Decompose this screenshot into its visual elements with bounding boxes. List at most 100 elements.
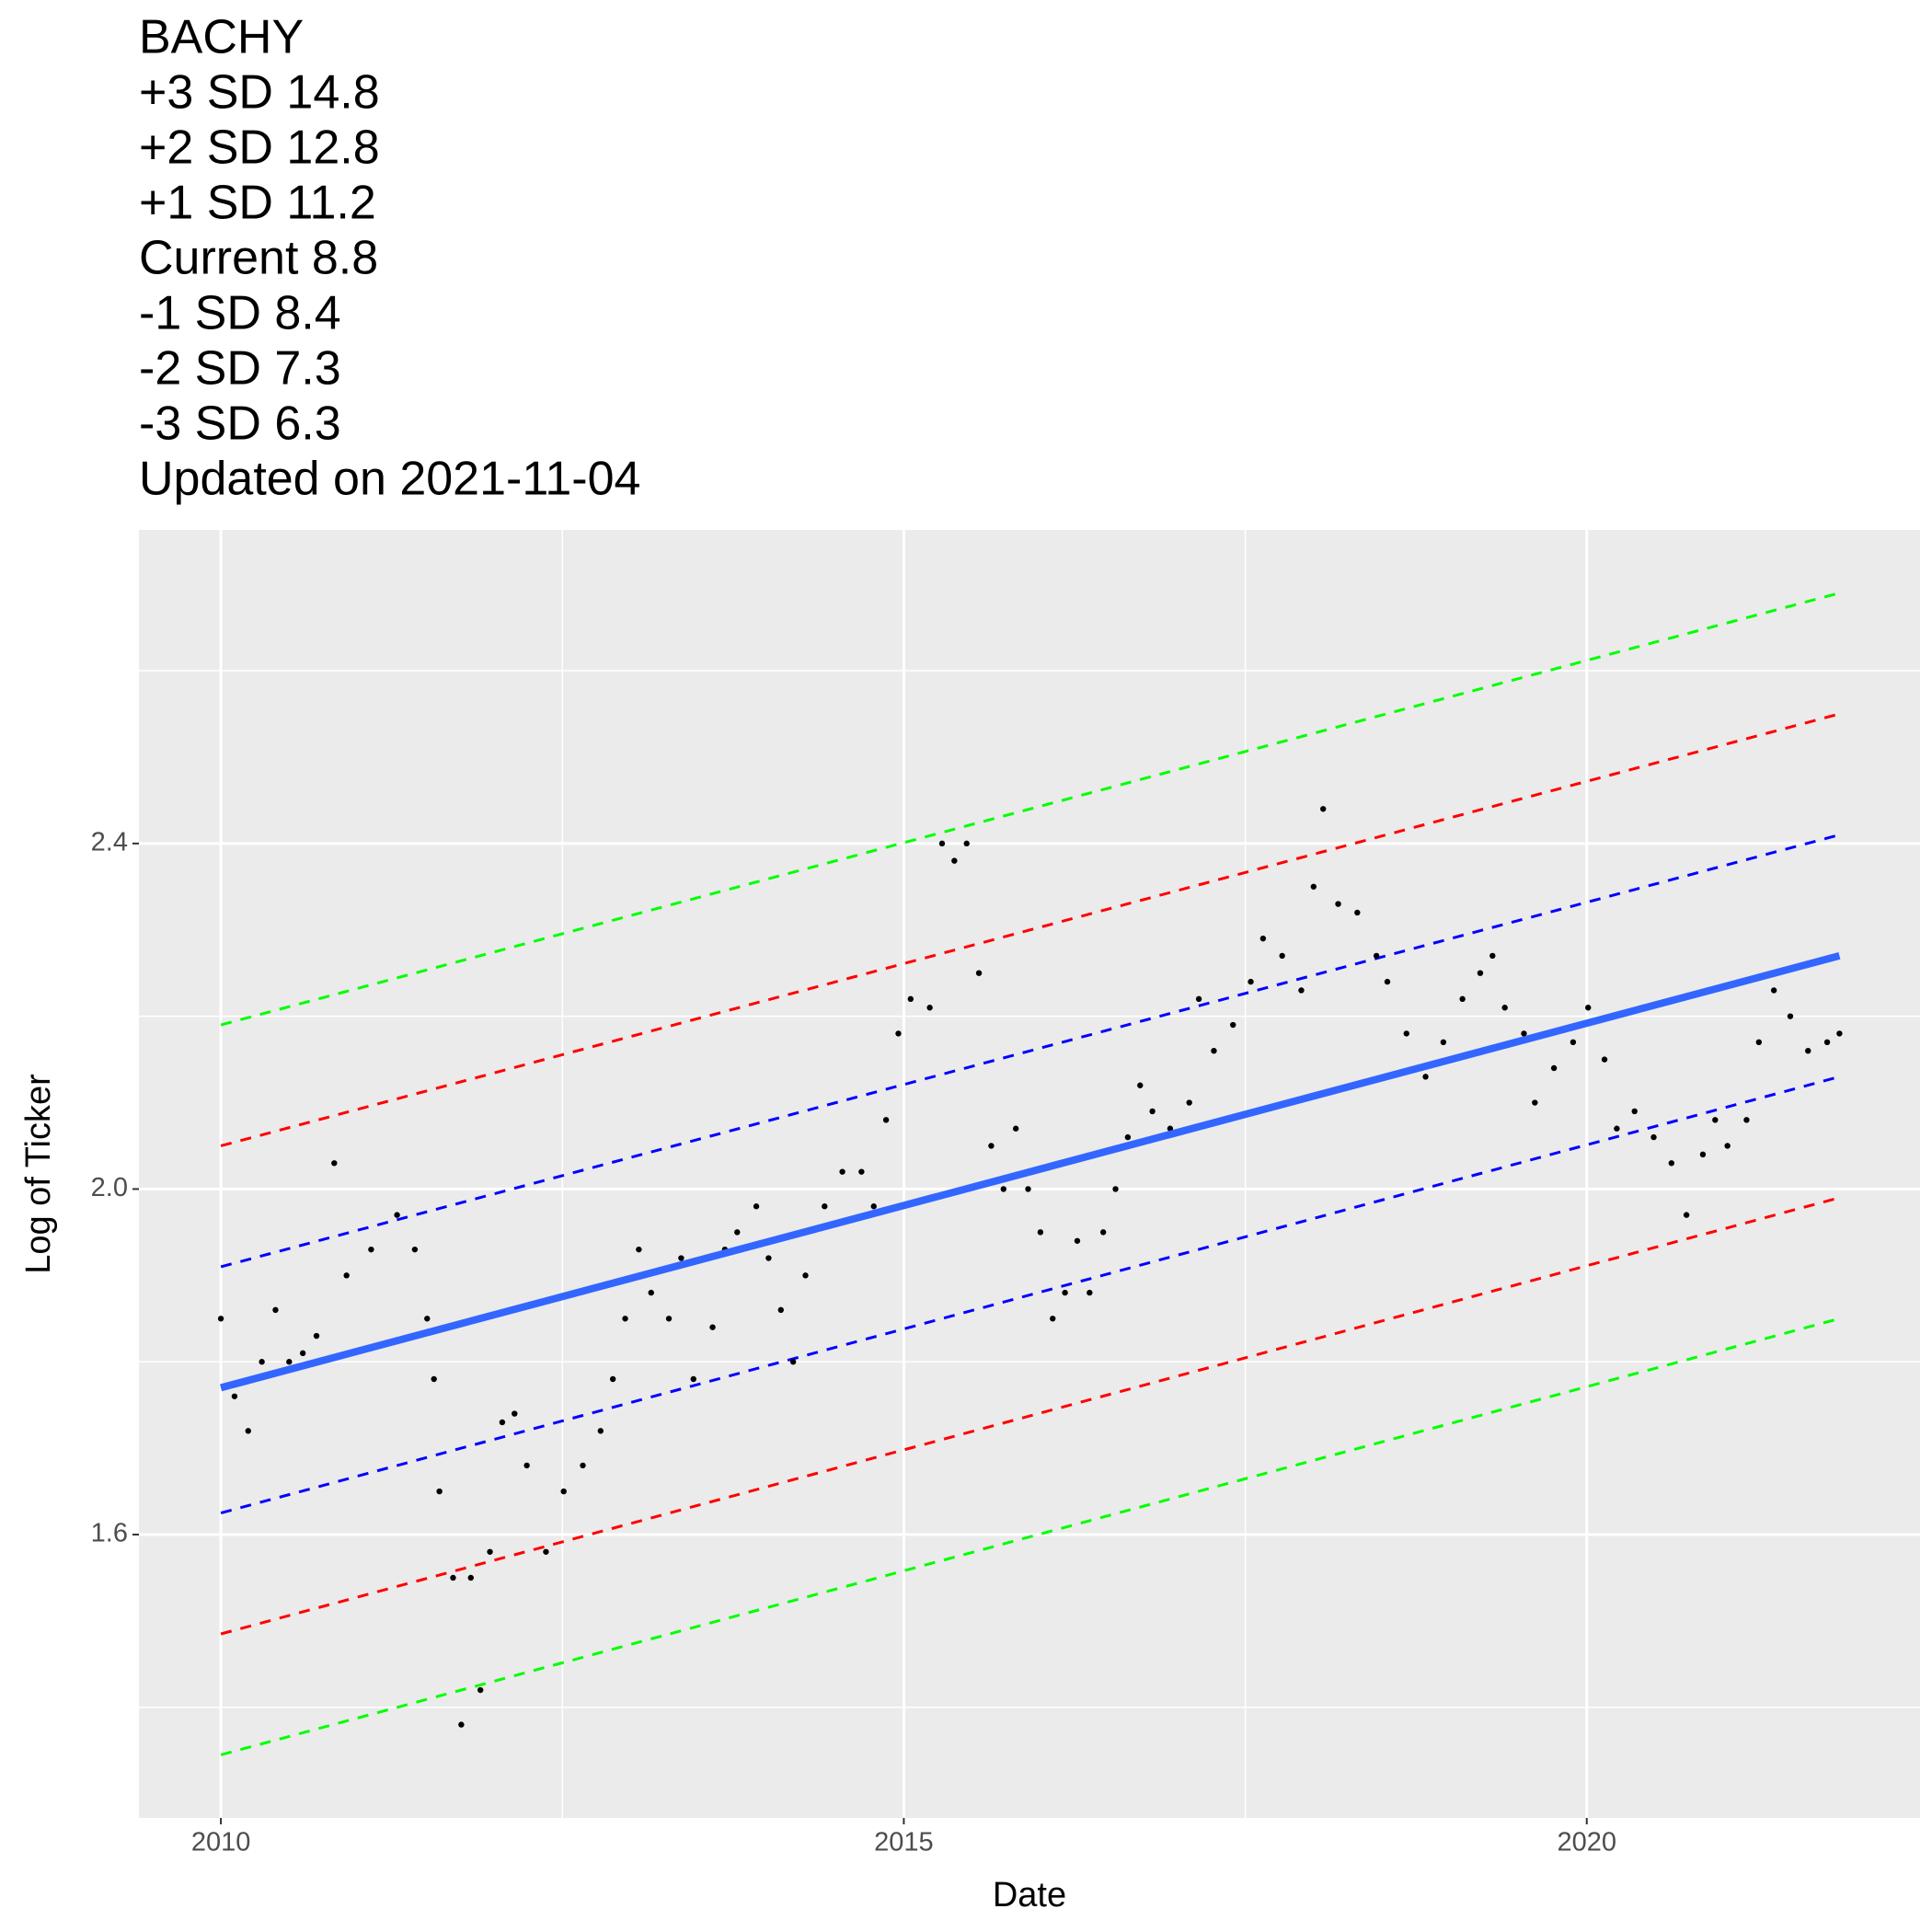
y-axis-title: Log of Ticker — [19, 1074, 58, 1274]
data-point — [789, 1359, 797, 1365]
data-point — [1712, 1117, 1719, 1123]
data-point — [1062, 1289, 1068, 1296]
title-line: +2 SD 12.8 — [139, 121, 380, 175]
data-point — [1354, 909, 1361, 916]
data-point — [424, 1316, 431, 1322]
data-point — [1298, 987, 1305, 994]
data-point — [882, 1117, 890, 1123]
data-point — [1320, 806, 1327, 812]
data-point — [622, 1316, 628, 1322]
data-point — [597, 1428, 604, 1434]
data-point — [217, 1316, 224, 1322]
data-point — [580, 1462, 586, 1469]
data-point — [1699, 1151, 1707, 1158]
data-point — [523, 1462, 530, 1469]
data-point — [1087, 1289, 1093, 1296]
data-point — [1440, 1039, 1447, 1046]
data-point — [1422, 1074, 1429, 1080]
title-block: BACHY+3 SD 14.8+2 SD 12.8+1 SD 11.2Curre… — [139, 11, 640, 506]
data-point — [286, 1359, 293, 1365]
data-point — [1601, 1056, 1608, 1063]
data-point — [1521, 1030, 1527, 1037]
data-point — [1211, 1047, 1217, 1054]
data-point — [431, 1375, 437, 1383]
sd-line — [220, 712, 1840, 1147]
data-point — [436, 1488, 443, 1495]
data-point — [709, 1324, 716, 1330]
x-tick-label: 2010 — [191, 1828, 251, 1857]
data-point — [1650, 1133, 1657, 1141]
y-tick-label: 1.6 — [91, 1519, 128, 1548]
data-point — [1310, 883, 1317, 890]
trend-line — [220, 952, 1841, 1392]
data-point — [690, 1375, 696, 1383]
data-point — [1743, 1117, 1750, 1123]
data-point — [777, 1306, 784, 1314]
data-point — [1012, 1125, 1019, 1132]
data-point — [1403, 1030, 1409, 1037]
data-point — [1248, 978, 1254, 985]
data-point — [1570, 1039, 1577, 1046]
data-point — [1489, 952, 1496, 960]
data-point — [1823, 1039, 1831, 1046]
data-point — [765, 1255, 772, 1261]
data-point — [609, 1375, 616, 1383]
data-point — [1550, 1064, 1558, 1072]
data-point — [1585, 1005, 1592, 1011]
data-point — [753, 1203, 760, 1210]
data-point — [636, 1246, 642, 1253]
data-point — [802, 1272, 809, 1279]
data-point — [1459, 995, 1466, 1003]
data-point — [1384, 978, 1391, 985]
data-point — [1770, 987, 1777, 994]
data-point — [487, 1548, 493, 1555]
data-point — [560, 1488, 567, 1495]
data-point — [1755, 1039, 1763, 1046]
data-point — [1195, 995, 1202, 1003]
x-axis-title: Date — [993, 1876, 1066, 1915]
data-point — [895, 1030, 902, 1037]
title-line: +1 SD 11.2 — [139, 177, 376, 230]
data-point — [1037, 1229, 1044, 1236]
x-tick-label: 2020 — [1557, 1828, 1616, 1857]
data-point — [1335, 901, 1341, 907]
data-point — [1532, 1099, 1538, 1106]
data-point — [259, 1359, 265, 1365]
data-point — [1668, 1160, 1674, 1167]
data-point — [1167, 1125, 1174, 1132]
data-point — [1279, 952, 1285, 960]
data-point — [1124, 1133, 1132, 1141]
data-point — [1836, 1030, 1843, 1037]
title-line: -2 SD 7.3 — [139, 342, 341, 396]
title-line: BACHY — [139, 11, 304, 64]
sd-line — [220, 1196, 1840, 1636]
data-point — [394, 1212, 400, 1218]
data-point — [926, 1005, 933, 1011]
data-point — [975, 970, 983, 976]
data-point — [988, 1143, 995, 1149]
data-point — [1074, 1237, 1081, 1244]
data-point — [1230, 1021, 1236, 1029]
data-point — [1000, 1186, 1006, 1192]
data-point — [1099, 1229, 1107, 1236]
title-line: -3 SD 6.3 — [139, 397, 341, 451]
data-point — [299, 1350, 306, 1357]
data-point — [245, 1428, 251, 1434]
data-point — [734, 1229, 741, 1236]
data-point — [411, 1246, 419, 1253]
data-point — [458, 1721, 465, 1728]
data-point — [1614, 1125, 1620, 1132]
data-point — [467, 1574, 474, 1581]
data-point — [1683, 1212, 1690, 1218]
data-point — [543, 1548, 549, 1555]
data-point — [1186, 1099, 1192, 1106]
data-point — [870, 1203, 877, 1210]
data-point — [665, 1316, 673, 1322]
y-tick-label: 2.0 — [91, 1173, 128, 1202]
data-point — [1477, 970, 1484, 976]
data-point — [1501, 1005, 1508, 1011]
sd-line — [220, 1075, 1840, 1514]
data-point — [938, 840, 946, 847]
data-point — [231, 1393, 238, 1399]
data-point — [858, 1168, 865, 1175]
